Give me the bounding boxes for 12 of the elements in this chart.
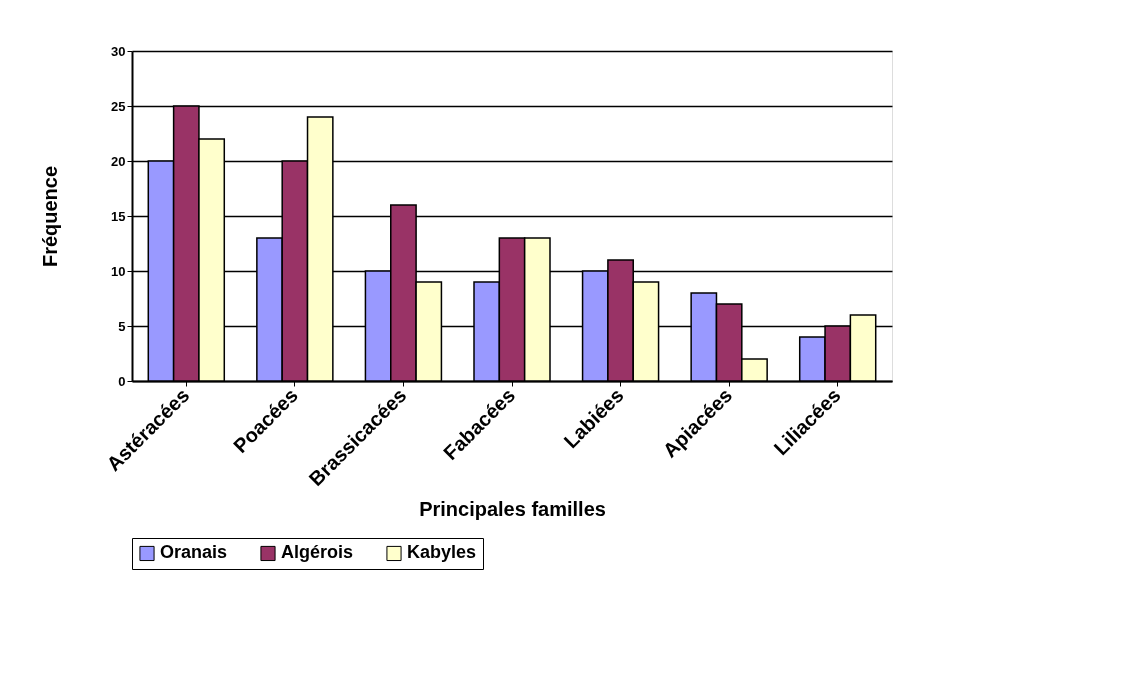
- y-tick-label: 25: [111, 98, 126, 114]
- legend-label: Kabyles: [407, 542, 477, 563]
- x-axis-title: Principales familles: [419, 498, 606, 520]
- y-axis-title: Fréquence: [39, 165, 62, 268]
- legend-label: Algérois: [281, 542, 354, 563]
- y-tick-label: 15: [111, 208, 126, 224]
- y-tick-label: 10: [111, 263, 126, 279]
- y-tick-label: 30: [111, 43, 126, 59]
- y-tick-label: 20: [111, 153, 126, 169]
- legend-label: Oranais: [160, 542, 228, 563]
- y-tick-label: 0: [118, 373, 126, 389]
- y-tick-label: 5: [118, 318, 126, 334]
